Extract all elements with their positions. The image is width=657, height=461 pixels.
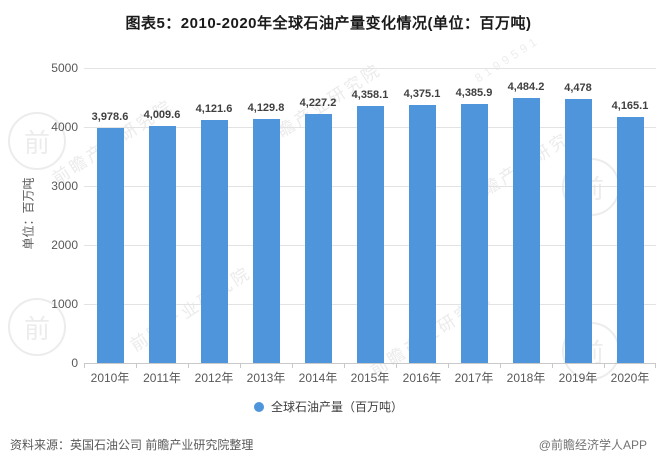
legend-marker-icon: [253, 401, 264, 412]
plot-area: 3,978.6 2010年 4,009.6 2011年 4,121.6 2012年 4,12…: [84, 68, 656, 385]
x-tick-label: 2011年: [143, 371, 181, 385]
x-tick-label: 2019年: [558, 371, 598, 385]
bar: [512, 98, 540, 363]
x-axis-tick: [292, 363, 293, 368]
bar-value-label: 4,484.2: [507, 81, 545, 94]
x-axis-tick: [240, 363, 241, 368]
gridline: [84, 68, 656, 69]
bar: [304, 113, 332, 363]
x-axis-tick: [136, 363, 137, 368]
bar: [564, 98, 592, 363]
x-tick-label: 2013年: [246, 371, 286, 385]
x-tick-label: 2015年: [350, 371, 390, 385]
bar-value-label: 3,978.6: [91, 111, 129, 124]
x-tick-label: 2010年: [90, 371, 130, 385]
y-tick-label: 1000: [51, 297, 78, 311]
bar: [148, 126, 176, 363]
x-tick-label: 2020年: [610, 371, 650, 385]
bar-value-label: 4,009.6: [143, 109, 181, 122]
x-tick-label: 2016年: [402, 371, 442, 385]
x-axis-tick: [396, 363, 397, 368]
x-axis-tick: [552, 363, 553, 368]
x-axis-tick: [604, 363, 605, 368]
bar-value-label: 4,129.8: [247, 102, 285, 115]
bar: [252, 119, 280, 363]
bar-value-label: 4,165.1: [611, 100, 649, 113]
y-tick-label: 3000: [51, 179, 78, 193]
x-axis-tick: [655, 363, 656, 368]
credit-note: @前瞻经济学人APP: [538, 438, 647, 452]
x-axis-tick: [448, 363, 449, 368]
bar: [356, 105, 384, 363]
x-axis-tick: [84, 363, 85, 368]
legend: 全球石油产量（百万吨）: [0, 398, 657, 415]
bar-value-label: 4,358.1: [351, 88, 389, 101]
legend-label: 全球石油产量（百万吨）: [270, 400, 403, 414]
y-tick-label: 4000: [51, 120, 78, 134]
bar-value-label: 4,385.9: [455, 87, 493, 100]
bar: [460, 104, 488, 363]
x-axis-tick: [188, 363, 189, 368]
bar-value-label: 4,227.2: [299, 96, 337, 109]
bar: [408, 104, 436, 363]
y-tick-label: 2000: [51, 238, 78, 252]
bar-value-label: 4,478: [564, 81, 592, 94]
bar: [616, 117, 644, 363]
x-tick-label: 2012年: [194, 371, 234, 385]
chart-title: 图表5：2010-2020年全球石油产量变化情况(单位：百万吨): [125, 15, 532, 32]
footer: 资料来源：英国石油公司 前瞻产业研究院整理 @前瞻经济学人APP: [0, 436, 657, 453]
bar-value-label: 4,121.6: [195, 102, 233, 115]
x-axis-line: [84, 363, 656, 364]
x-axis-tick: [344, 363, 345, 368]
bar-value-label: 4,375.1: [403, 87, 441, 100]
y-axis-labels: 0 1000 2000 3000 4000 5000: [0, 0, 78, 461]
y-tick-label: 5000: [51, 61, 78, 75]
x-axis-tick: [500, 363, 501, 368]
source-note: 资料来源：英国石油公司 前瞻产业研究院整理: [10, 438, 254, 452]
x-tick-label: 2017年: [454, 371, 494, 385]
x-tick-label: 2018年: [506, 371, 546, 385]
y-tick-label: 0: [71, 356, 78, 370]
x-tick-label: 2014年: [298, 371, 338, 385]
bar: [96, 128, 124, 363]
bar: [200, 119, 228, 363]
